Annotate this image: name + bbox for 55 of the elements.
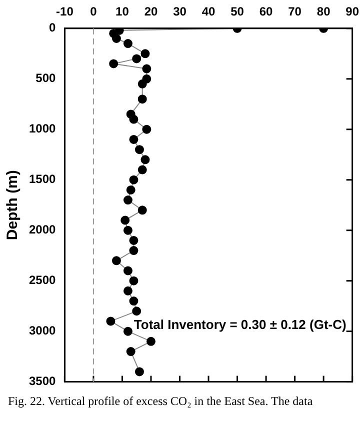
point	[112, 256, 121, 266]
point	[123, 286, 132, 296]
x-tick-label: 50	[230, 4, 244, 19]
annotation: Total Inventory = 0.30 ± 0.12 (Gt-C)	[134, 316, 346, 332]
point	[129, 134, 138, 144]
point	[109, 59, 118, 68]
point	[138, 79, 147, 88]
point	[134, 367, 144, 376]
point	[129, 276, 138, 286]
point	[138, 206, 147, 215]
point	[126, 185, 136, 194]
x-tick-label: 30	[173, 4, 187, 19]
point	[120, 216, 130, 225]
point	[129, 236, 138, 245]
point	[142, 124, 152, 134]
y-tick-label: 1500	[28, 172, 56, 186]
y-tick-label: 0	[49, 20, 56, 35]
x-tick-label: 20	[144, 4, 158, 19]
x-tick-label: 10	[116, 4, 130, 19]
y-tick-label: 3500	[28, 374, 56, 388]
point	[129, 296, 138, 306]
point	[132, 306, 142, 316]
point	[140, 155, 150, 164]
point	[142, 64, 152, 74]
point	[134, 145, 144, 154]
y-tick-label: 500	[36, 71, 56, 86]
point	[140, 49, 150, 58]
x-tick-label: 60	[259, 4, 274, 19]
y-tick-label: 1000	[28, 122, 56, 136]
point	[123, 226, 132, 235]
point	[123, 266, 132, 276]
y-tick-label: 3000	[28, 324, 56, 338]
point	[123, 39, 132, 48]
y-axis-title: Depth (m)	[4, 170, 22, 240]
caption: Fig. 22. Vertical profile of excess CO₂ in the East Sea. The data	[8, 394, 314, 409]
point	[126, 347, 136, 356]
y-tick-label: 2000	[28, 222, 56, 237]
x-tick-label: 90	[346, 4, 360, 19]
point	[138, 165, 147, 174]
point	[129, 114, 138, 124]
x-tick-label: -10	[56, 4, 74, 19]
x-tick-label: 70	[288, 4, 302, 19]
point	[138, 94, 147, 104]
y-tick-label: 2500	[28, 273, 56, 288]
x-tick-label: 80	[316, 4, 331, 19]
point	[123, 196, 132, 205]
point	[123, 326, 132, 336]
point	[132, 54, 142, 64]
point	[129, 175, 138, 184]
point	[112, 34, 121, 43]
point	[129, 246, 138, 256]
x-tick-label: 0	[90, 4, 98, 19]
x-tick-label: 40	[202, 4, 216, 19]
point	[146, 336, 156, 346]
point	[106, 316, 116, 326]
